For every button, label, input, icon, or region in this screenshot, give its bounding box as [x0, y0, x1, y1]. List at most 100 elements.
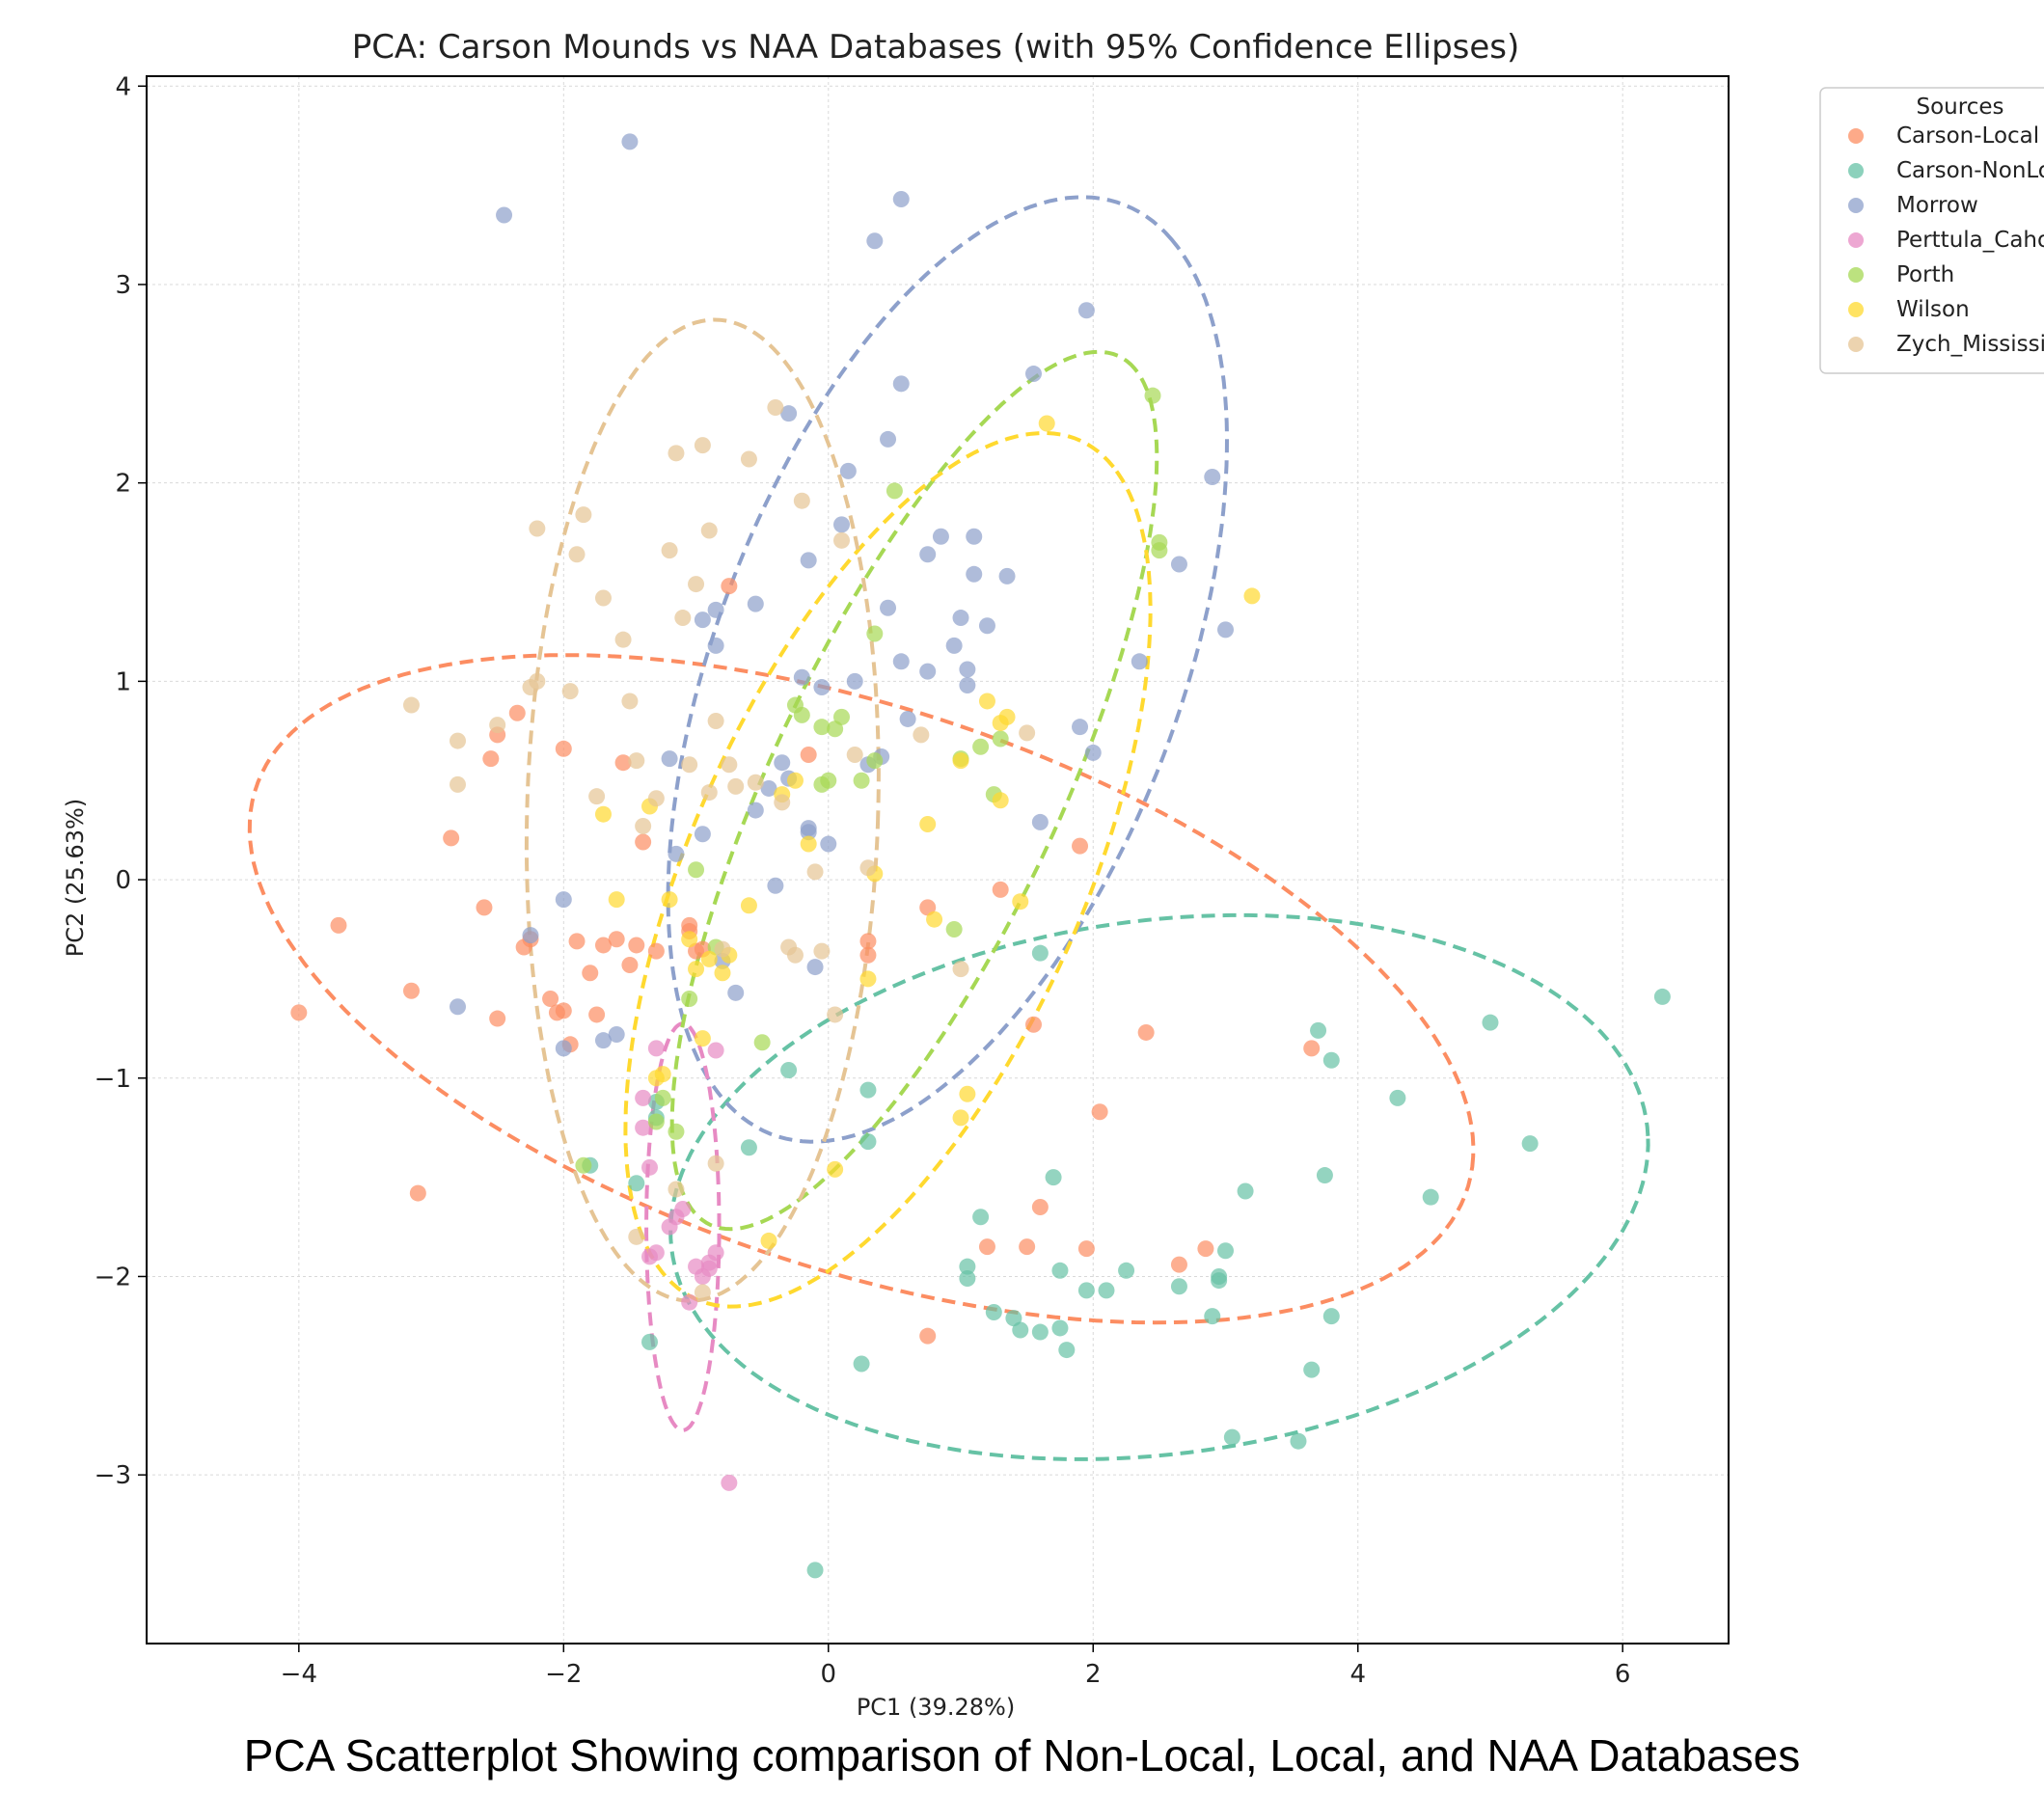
ellipse-carson-nonlocal — [668, 912, 1650, 1461]
point-porth — [753, 1034, 771, 1051]
point-morrow — [880, 599, 897, 616]
point-wilson — [714, 965, 731, 982]
point-carson-nonlocal — [959, 1258, 976, 1275]
point-morrow — [966, 528, 983, 545]
point-zych-mississippian — [674, 610, 692, 627]
ellipse-perttula-cahokia — [644, 1021, 722, 1432]
point-carson-nonlocal — [1098, 1282, 1115, 1299]
legend-marker-morrow — [1848, 198, 1864, 213]
point-morrow — [846, 672, 863, 690]
point-carson-local — [614, 754, 632, 772]
point-wilson — [800, 835, 817, 853]
ellipse-porth — [669, 349, 1159, 1232]
point-wilson — [952, 752, 969, 770]
point-porth — [866, 752, 884, 770]
point-morrow — [1131, 653, 1148, 670]
x-tick-label: 4 — [1349, 1660, 1366, 1689]
point-zych-mississippian — [827, 1006, 844, 1023]
point-carson-local — [482, 750, 500, 768]
point-porth — [866, 625, 884, 642]
point-zych-mississippian — [700, 784, 718, 802]
point-morrow — [694, 826, 711, 843]
point-wilson — [1038, 415, 1055, 432]
point-carson-local — [1091, 1103, 1108, 1121]
point-carson-local — [330, 916, 347, 934]
point-carson-nonlocal — [1322, 1308, 1340, 1325]
point-wilson — [700, 950, 718, 967]
point-porth — [853, 772, 870, 789]
point-wilson — [998, 708, 1016, 725]
point-morrow — [793, 668, 810, 686]
point-wilson — [992, 792, 1009, 809]
y-tick-label: −3 — [95, 1461, 131, 1490]
point-carson-nonlocal — [1389, 1089, 1406, 1106]
point-morrow — [800, 820, 817, 837]
point-zych-mississippian — [793, 492, 810, 509]
point-carson-local — [800, 746, 817, 763]
point-porth — [654, 1089, 671, 1106]
point-carson-local — [555, 740, 572, 757]
point-carson-nonlocal — [740, 1139, 757, 1156]
point-morrow — [668, 845, 685, 862]
x-tick-label: 2 — [1085, 1660, 1102, 1689]
point-carson-nonlocal — [1322, 1051, 1340, 1069]
legend-marker-wilson — [1848, 302, 1864, 317]
point-porth — [681, 990, 698, 1007]
point-zych-mississippian — [575, 506, 592, 524]
legend-label-perttula-cahokia: Perttula_Cahokia — [1896, 228, 2044, 253]
point-carson-local — [647, 942, 665, 960]
legend-title: Sources — [1917, 95, 2004, 120]
point-perttula-cahokia — [635, 1119, 652, 1136]
point-carson-local — [489, 1010, 506, 1027]
point-carson-local — [402, 982, 420, 999]
point-morrow — [952, 610, 969, 627]
point-carson-local — [992, 881, 1009, 898]
point-morrow — [932, 528, 949, 545]
point-carson-nonlocal — [1118, 1262, 1135, 1279]
legend-label-zych-mississippian: Zych_Mississippian — [1896, 332, 2044, 357]
point-carson-local — [635, 833, 652, 851]
y-axis-ticks: −3 −2 −1 0 1 2 3 4 — [95, 72, 147, 1490]
point-carson-local — [919, 1327, 937, 1345]
point-wilson — [827, 1160, 844, 1178]
point-wilson — [926, 911, 943, 928]
point-carson-nonlocal — [1290, 1432, 1307, 1450]
point-porth — [688, 861, 705, 879]
point-zych-mississippian — [694, 437, 711, 454]
point-carson-local — [1137, 1023, 1155, 1041]
point-carson-nonlocal — [1521, 1135, 1539, 1153]
legend-items: Carson-Local Carson-NonLocal Morrow Perttul… — [1848, 123, 2044, 357]
point-carson-nonlocal — [641, 1333, 659, 1350]
point-wilson — [688, 961, 705, 978]
point-carson-nonlocal — [972, 1209, 990, 1226]
point-zych-mississippian — [628, 1228, 645, 1245]
figure-caption: PCA Scatterplot Showing comparison of No… — [243, 1730, 1801, 1780]
point-porth — [945, 920, 963, 938]
point-zych-mississippian — [450, 732, 467, 749]
point-morrow — [1031, 813, 1049, 830]
point-morrow — [866, 232, 884, 250]
point-carson-nonlocal — [1077, 1282, 1095, 1299]
point-zych-mississippian — [774, 794, 791, 811]
point-morrow — [966, 565, 983, 583]
point-zych-mississippian — [859, 859, 877, 877]
point-morrow — [496, 206, 513, 224]
point-wilson — [681, 931, 698, 948]
point-morrow — [661, 750, 678, 768]
point-morrow — [833, 516, 851, 533]
point-carson-local — [1303, 1040, 1321, 1057]
point-morrow — [1084, 744, 1102, 761]
point-carson-local — [542, 990, 559, 1007]
point-morrow — [1072, 719, 1089, 736]
point-zych-mississippian — [813, 942, 831, 960]
point-morrow — [608, 1026, 625, 1044]
point-perttula-cahokia — [674, 1201, 692, 1218]
point-morrow — [555, 891, 572, 909]
x-axis-label: PC1 (39.28%) — [857, 1694, 1015, 1721]
x-tick-label: −2 — [545, 1660, 582, 1689]
point-morrow — [806, 959, 824, 976]
point-carson-local — [721, 578, 738, 595]
point-morrow — [707, 637, 724, 654]
point-wilson — [978, 693, 995, 710]
